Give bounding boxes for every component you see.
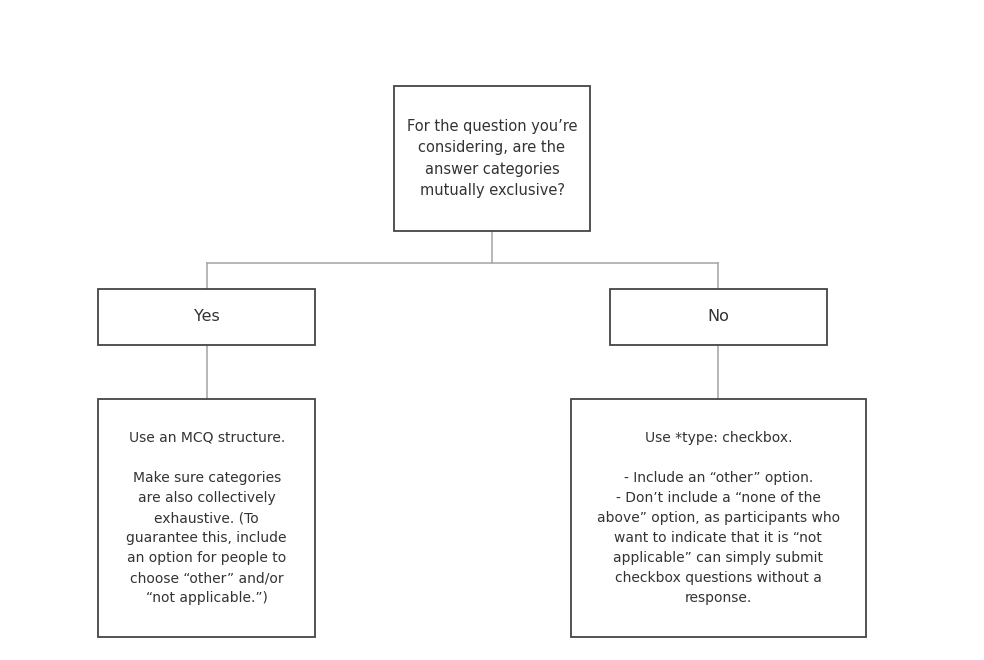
- Text: No: No: [707, 310, 729, 324]
- FancyBboxPatch shape: [98, 399, 315, 637]
- FancyBboxPatch shape: [394, 86, 590, 231]
- Text: Use an MCQ structure.

Make sure categories
are also collectively
exhaustive. (T: Use an MCQ structure. Make sure categori…: [126, 431, 287, 605]
- FancyBboxPatch shape: [610, 289, 827, 345]
- FancyBboxPatch shape: [98, 289, 315, 345]
- Text: Yes: Yes: [194, 310, 219, 324]
- Text: For the question you’re
considering, are the
answer categories
mutually exclusiv: For the question you’re considering, are…: [406, 119, 578, 198]
- FancyBboxPatch shape: [571, 399, 866, 637]
- Text: Use *type: checkbox.

- Include an “other” option.
- Don’t include a “none of th: Use *type: checkbox. - Include an “other…: [596, 431, 840, 605]
